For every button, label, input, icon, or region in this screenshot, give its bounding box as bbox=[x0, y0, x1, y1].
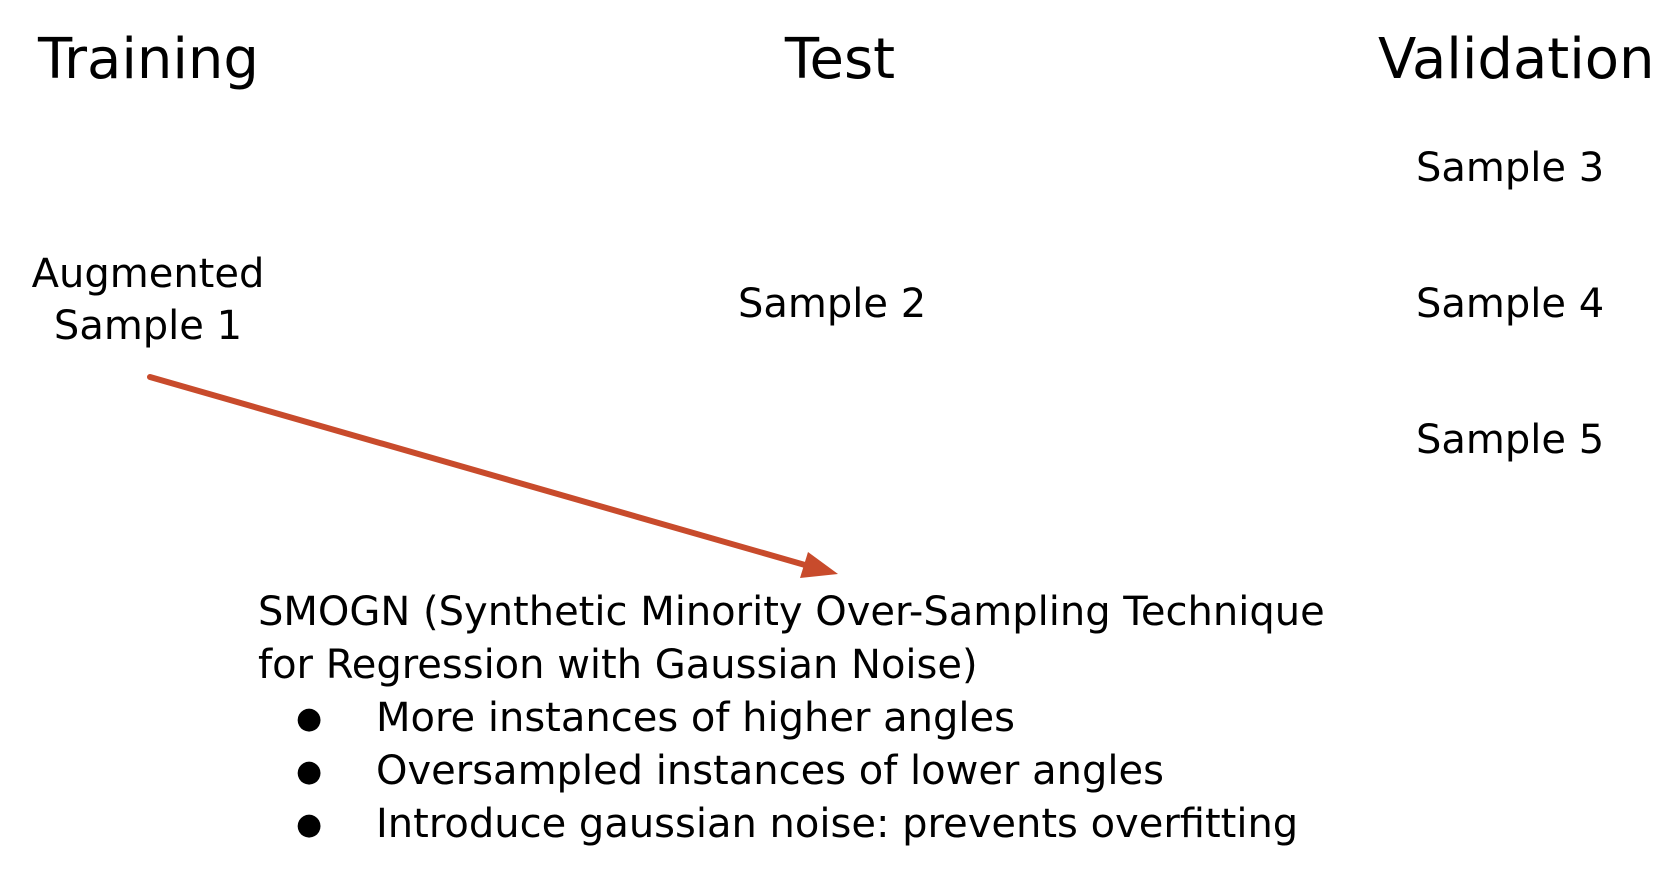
smogn-description: SMOGN (Synthetic Minority Over-Sampling … bbox=[258, 586, 1408, 851]
smogn-title-line-1: SMOGN (Synthetic Minority Over-Sampling … bbox=[258, 589, 1325, 635]
list-item: ● Oversampled instances of lower angles bbox=[258, 745, 1408, 798]
list-item: ● Introduce gaussian noise: prevents ove… bbox=[258, 798, 1408, 851]
sample-1-line: Sample 1 bbox=[53, 303, 243, 349]
smogn-title-line-2: for Regression with Gaussian Noise) bbox=[258, 642, 978, 688]
bullet-text: Introduce gaussian noise: prevents overf… bbox=[376, 801, 1299, 847]
validation-sample-3: Sample 3 bbox=[1416, 145, 1605, 191]
test-sample-2: Sample 2 bbox=[738, 281, 927, 327]
smogn-title: SMOGN (Synthetic Minority Over-Sampling … bbox=[258, 586, 1408, 692]
validation-sample-4: Sample 4 bbox=[1416, 281, 1605, 327]
bullet-icon: ● bbox=[296, 807, 323, 842]
heading-training: Training bbox=[38, 27, 259, 92]
bullet-text: Oversampled instances of lower angles bbox=[376, 748, 1164, 794]
bullet-text: More instances of higher angles bbox=[376, 695, 1015, 741]
arrow-head-icon bbox=[800, 552, 838, 578]
list-item: ● More instances of higher angles bbox=[258, 692, 1408, 745]
arrow-line bbox=[147, 374, 815, 570]
validation-sample-5: Sample 5 bbox=[1416, 417, 1605, 463]
bullet-icon: ● bbox=[296, 701, 323, 736]
smogn-bullet-list: ● More instances of higher angles ● Over… bbox=[258, 692, 1408, 851]
augmented-line: Augmented bbox=[31, 251, 265, 297]
heading-test: Test bbox=[784, 27, 896, 92]
augmented-sample-1-label: Augmented Sample 1 bbox=[14, 248, 282, 352]
bullet-icon: ● bbox=[296, 754, 323, 789]
heading-validation: Validation bbox=[1378, 27, 1655, 92]
